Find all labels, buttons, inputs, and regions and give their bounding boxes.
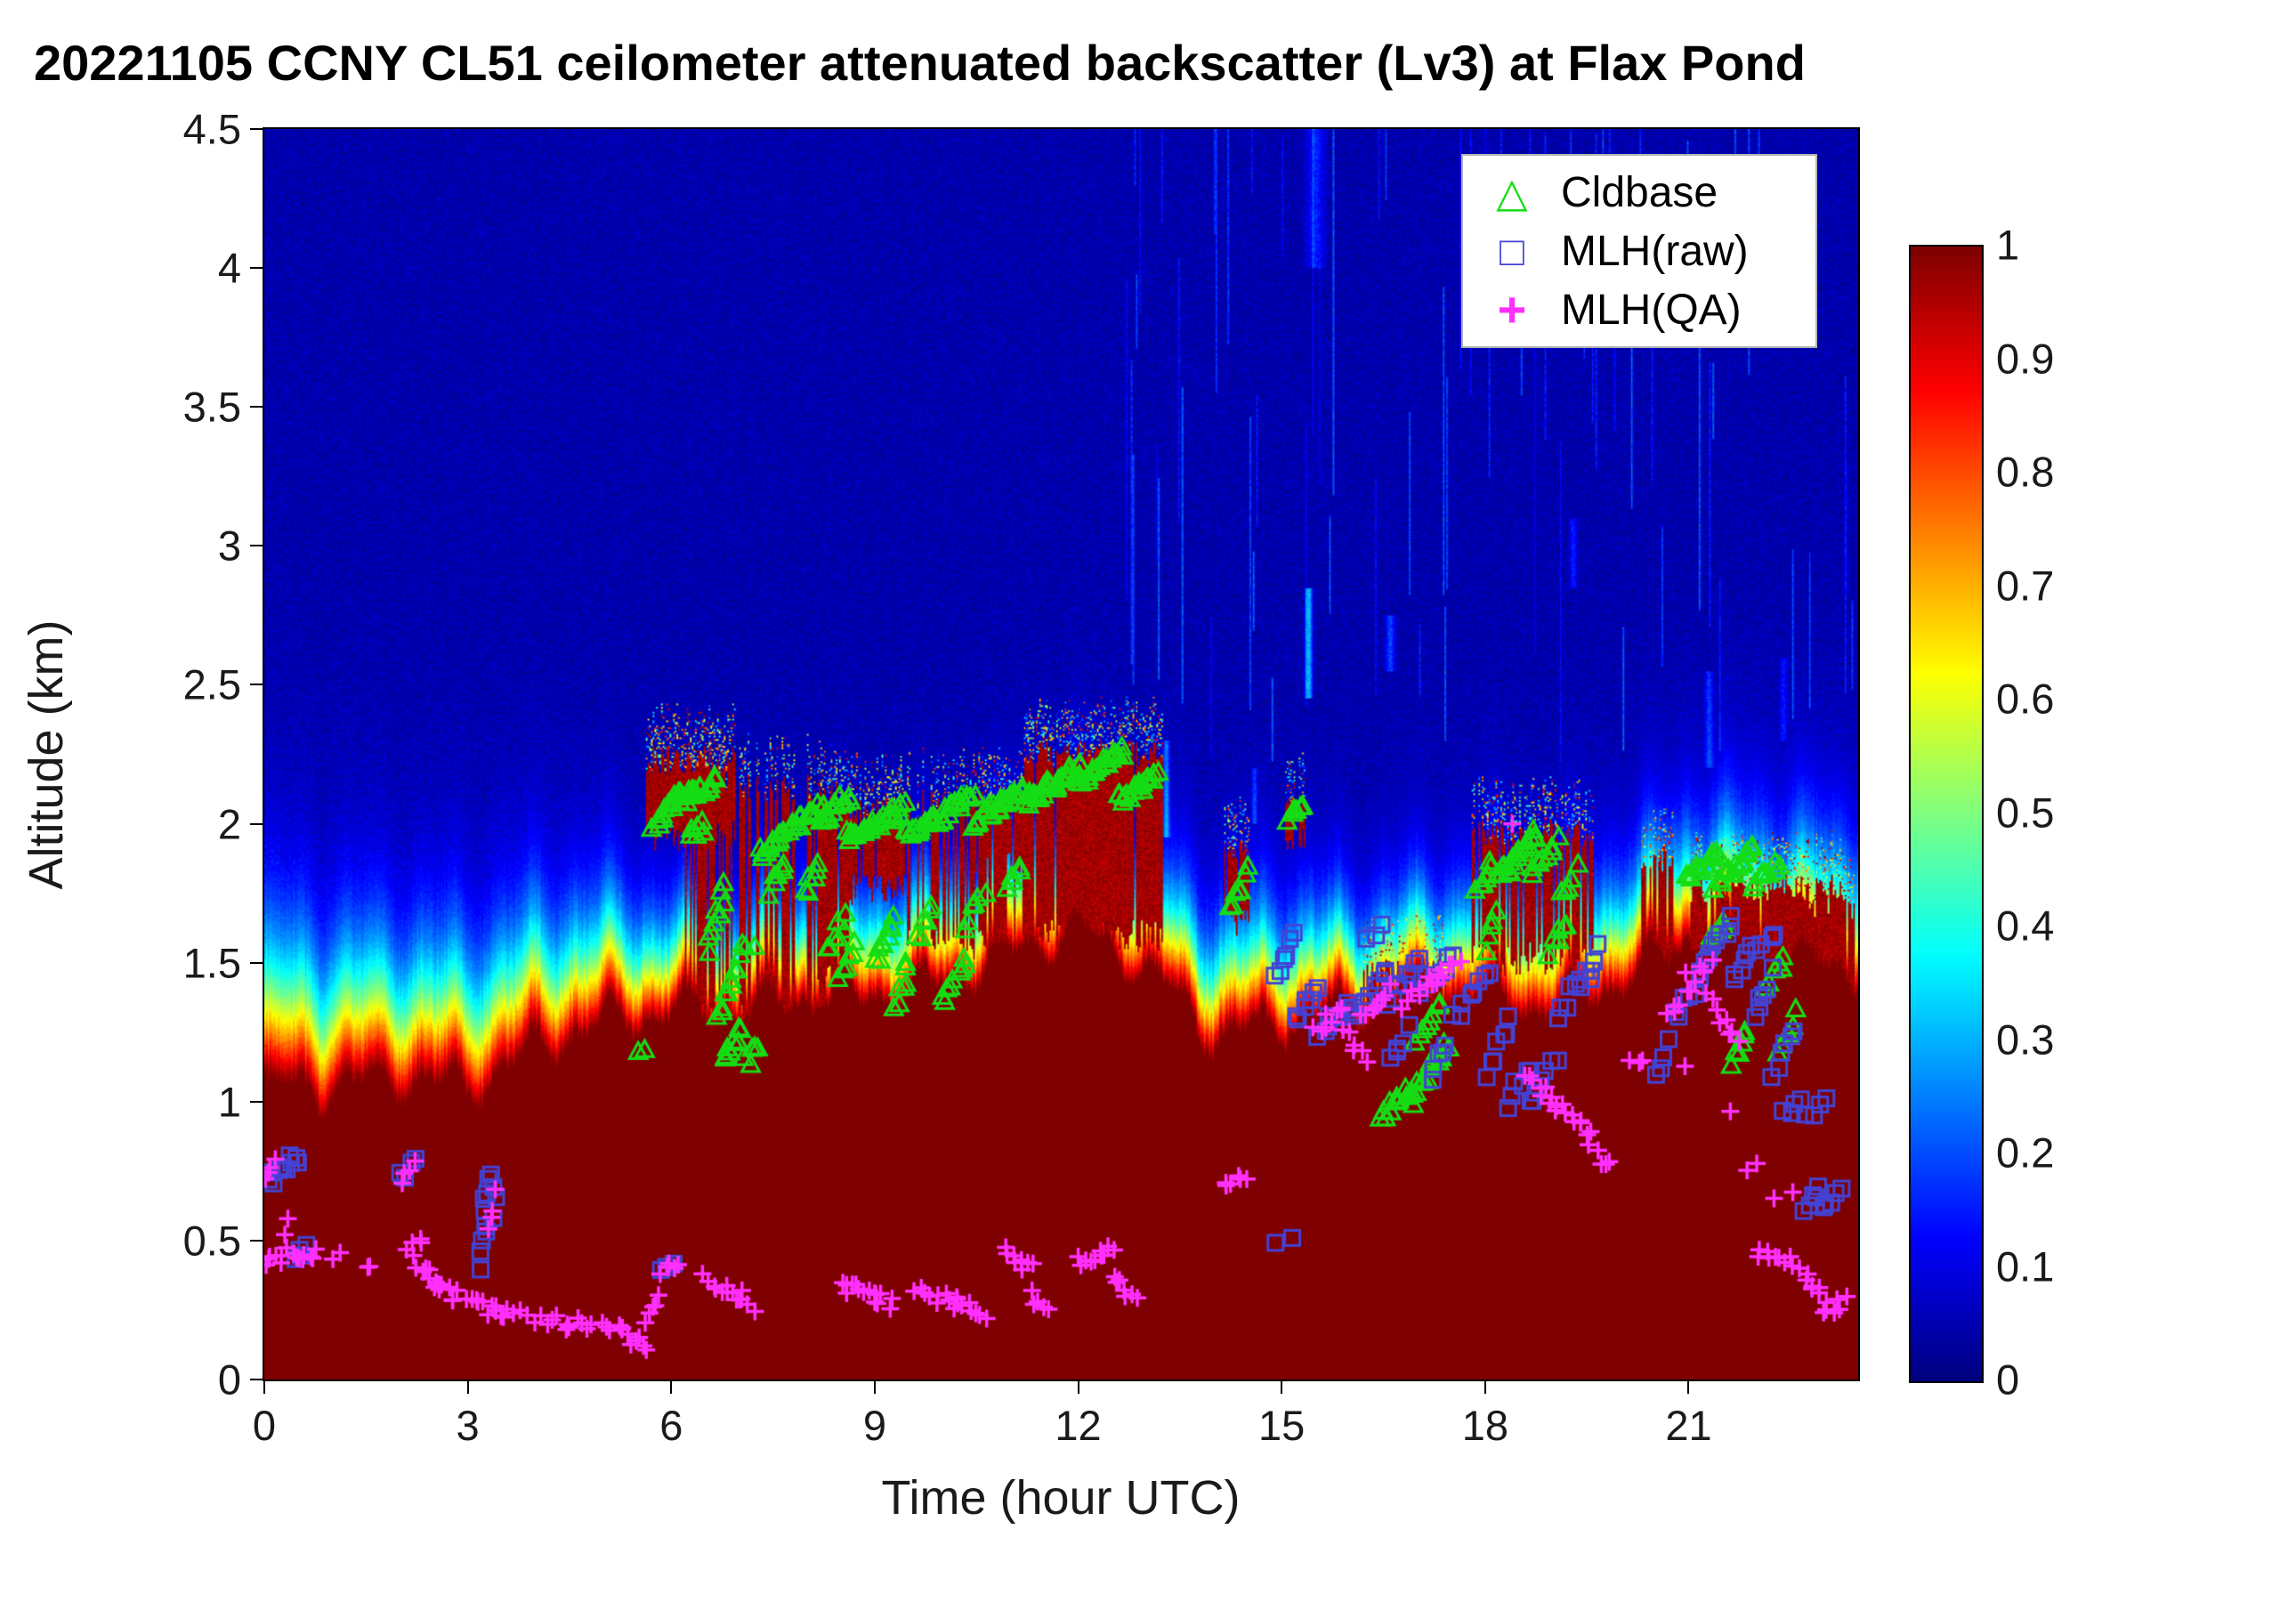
y-tick-mark — [250, 961, 263, 964]
legend-item-cldbase: △ Cldbase — [1463, 165, 1815, 220]
chart-title: 20221105 CCNY CL51 ceilometer attenuated… — [34, 35, 1806, 91]
cldbase-triangle-icon: △ — [1496, 169, 1528, 215]
legend: △ Cldbase □ MLH(raw) + MLH(QA) — [1461, 154, 1817, 348]
legend-item-mlh-raw: □ MLH(raw) — [1463, 223, 1815, 279]
y-tick-mark — [250, 684, 263, 686]
legend-label-mlh-raw: MLH(raw) — [1561, 227, 1749, 275]
x-tick-label: 21 — [1665, 1402, 1712, 1449]
x-tick-mark — [1484, 1381, 1486, 1394]
x-tick-mark — [1281, 1381, 1283, 1394]
y-tick-mark — [250, 128, 263, 130]
x-tick-label: 0 — [252, 1402, 277, 1449]
x-tick-mark — [670, 1381, 673, 1394]
x-tick-mark — [873, 1381, 876, 1394]
x-axis-label: Time (hour UTC) — [881, 1471, 1241, 1525]
y-tick-label: 3.5 — [182, 383, 241, 431]
y-tick-label: 4.5 — [182, 105, 241, 153]
x-tick-mark — [1077, 1381, 1079, 1394]
colorbar-tick-label: 0.7 — [1996, 562, 2055, 609]
y-tick-label: 0.5 — [182, 1217, 241, 1265]
x-tick-label: 3 — [456, 1402, 480, 1449]
y-axis-label: Altitude (km) — [20, 619, 73, 890]
y-tick-mark — [250, 1379, 263, 1380]
x-tick-label: 9 — [862, 1402, 886, 1449]
colorbar-tick-label: 0.3 — [1996, 1015, 2055, 1063]
x-tick-mark — [1687, 1381, 1690, 1394]
colorbar-tick-label: 0.6 — [1996, 675, 2055, 723]
x-tick-label: 6 — [659, 1402, 683, 1449]
y-tick-mark — [250, 267, 263, 270]
x-tick-label: 15 — [1258, 1402, 1306, 1449]
y-tick-mark — [250, 822, 263, 825]
y-tick-label: 2.5 — [182, 660, 241, 708]
y-tick-mark — [250, 1100, 263, 1103]
y-tick-label: 0 — [217, 1355, 241, 1404]
y-tick-label: 2 — [217, 800, 241, 848]
mlh-qa-plus-icon: + — [1497, 281, 1527, 337]
colorbar — [1909, 245, 1984, 1383]
colorbar-tick-label: 0.4 — [1996, 902, 2055, 950]
colorbar-canvas — [1911, 247, 1982, 1381]
x-tick-mark — [466, 1381, 469, 1394]
colorbar-tick-label: 0.5 — [1996, 789, 2055, 836]
legend-label-mlh-qa: MLH(QA) — [1561, 286, 1742, 334]
colorbar-tick-label: 0 — [1996, 1355, 2020, 1404]
colorbar-tick-label: 0.9 — [1996, 335, 2055, 382]
y-tick-label: 1.5 — [182, 939, 241, 987]
colorbar-tick-label: 1 — [1996, 221, 2020, 269]
y-tick-label: 4 — [217, 244, 241, 292]
y-tick-mark — [250, 545, 263, 547]
colorbar-tick-label: 0.8 — [1996, 448, 2055, 496]
x-tick-label: 18 — [1461, 1402, 1508, 1449]
colorbar-tick-label: 0.1 — [1996, 1242, 2055, 1290]
y-tick-mark — [250, 406, 263, 409]
x-tick-label: 12 — [1055, 1402, 1102, 1449]
x-tick-mark — [263, 1381, 265, 1394]
y-tick-mark — [250, 1239, 263, 1242]
mlh-raw-square-icon: □ — [1500, 228, 1524, 274]
legend-label-cldbase: Cldbase — [1561, 168, 1718, 216]
y-tick-label: 1 — [217, 1078, 241, 1126]
colorbar-tick-label: 0.2 — [1996, 1129, 2055, 1177]
y-tick-label: 3 — [217, 522, 241, 570]
legend-item-mlh-qa: + MLH(QA) — [1463, 282, 1815, 337]
